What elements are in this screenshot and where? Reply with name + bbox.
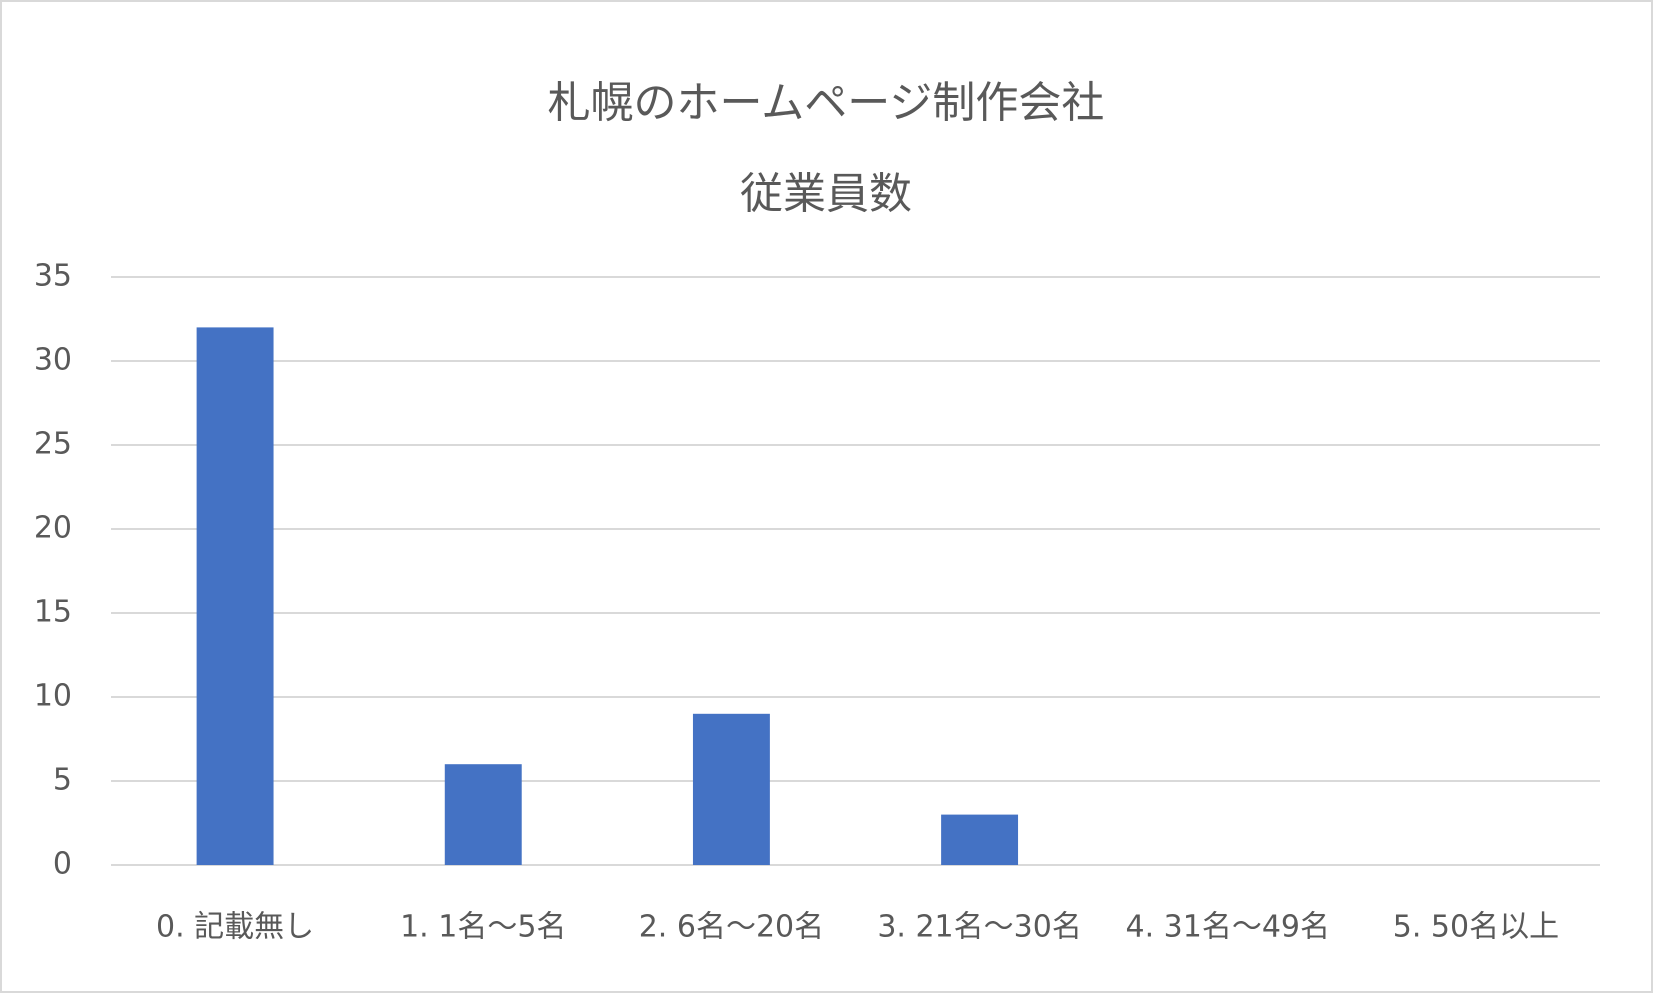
x-tick-label: 3. 21名～30名 xyxy=(877,910,1082,945)
y-tick-label: 5 xyxy=(53,763,72,798)
bar xyxy=(692,713,770,865)
x-tick-label: 1. 1名～5名 xyxy=(400,910,566,945)
chart-title: 札幌のホームページ制作会社 xyxy=(548,79,1105,129)
bar xyxy=(444,764,522,865)
bar xyxy=(196,327,274,865)
y-tick-label: 10 xyxy=(34,679,72,714)
y-tick-label: 25 xyxy=(34,427,72,462)
y-tick-label: 30 xyxy=(34,343,72,378)
x-tick-label: 2. 6名～20名 xyxy=(639,910,824,945)
x-tick-label: 5. 50名以上 xyxy=(1393,910,1559,945)
y-tick-label: 15 xyxy=(34,595,72,630)
y-tick-label: 0 xyxy=(53,847,72,882)
x-tick-label: 0. 記載無し xyxy=(156,910,314,945)
y-tick-label: 20 xyxy=(34,511,72,546)
chart-subtitle: 従業員数 xyxy=(740,170,912,220)
y-tick-label: 35 xyxy=(34,259,72,294)
bar xyxy=(941,814,1019,865)
x-tick-label: 4. 31名～49名 xyxy=(1125,910,1330,945)
